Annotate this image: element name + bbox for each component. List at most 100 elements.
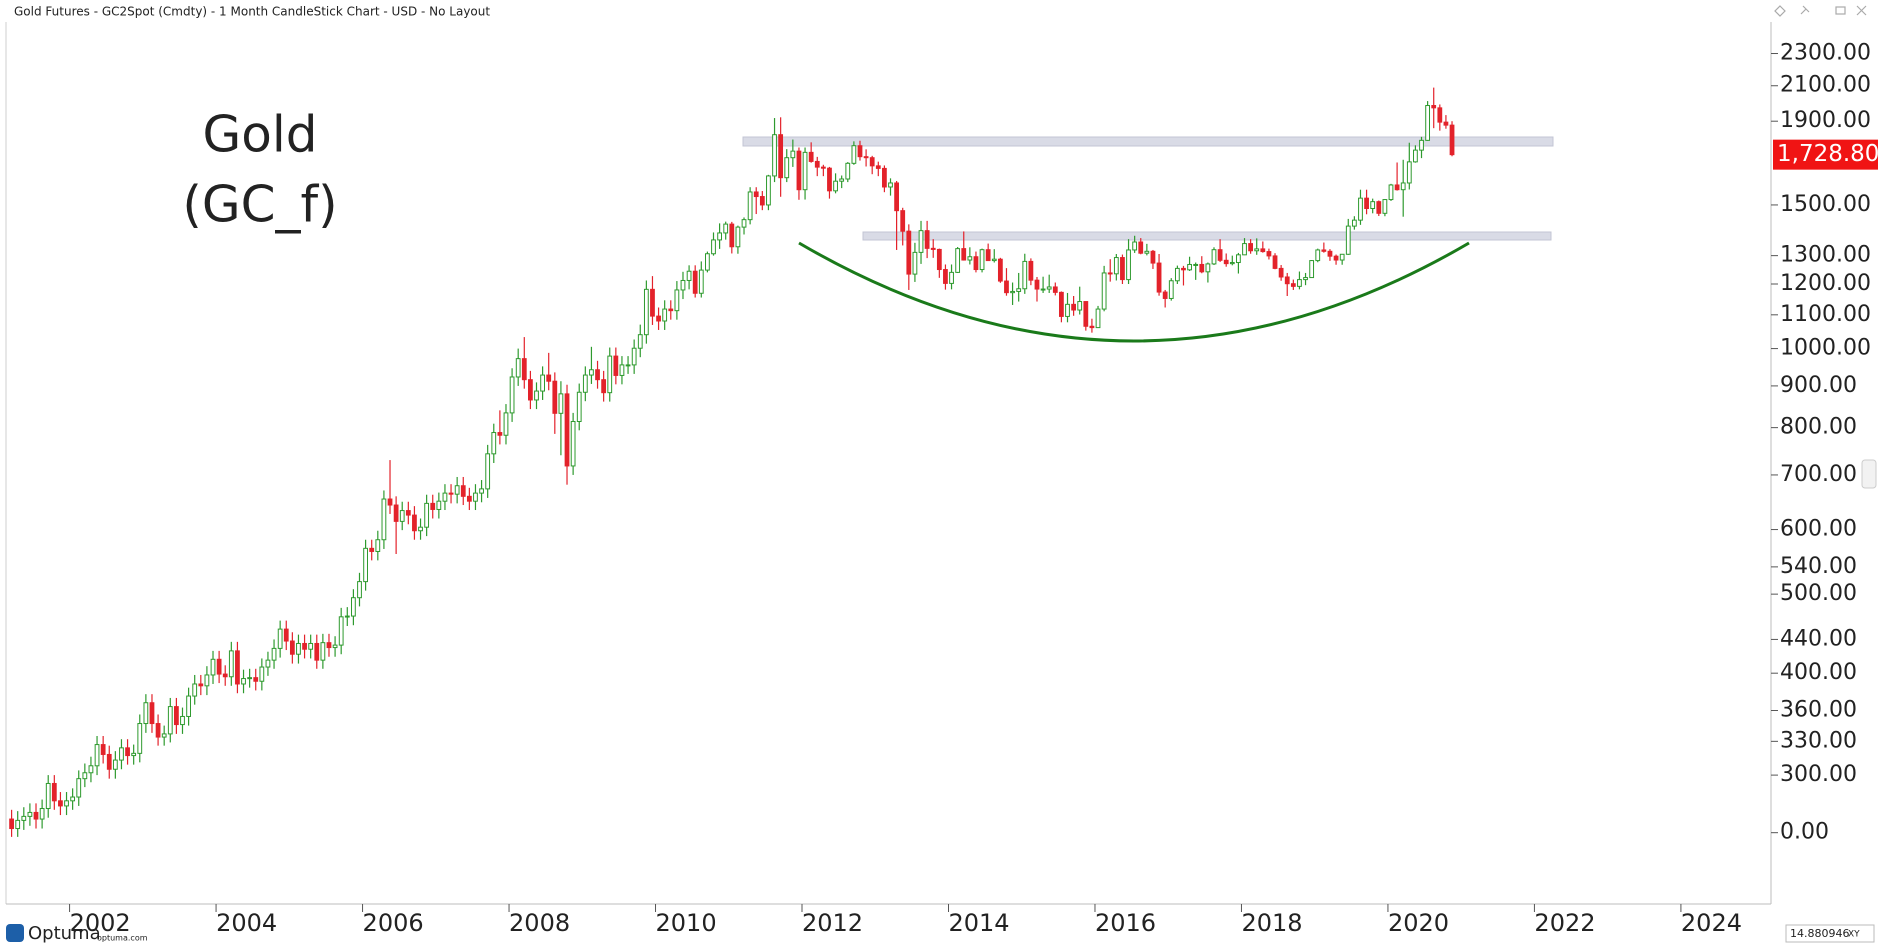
- candle-body: [344, 615, 350, 618]
- candle-body: [39, 808, 45, 820]
- candles: [9, 87, 1455, 837]
- mode-label[interactable]: XY: [1848, 930, 1860, 940]
- candle-body: [589, 369, 594, 376]
- candle-body: [582, 374, 588, 393]
- candle-body: [570, 420, 576, 467]
- candle-body: [900, 210, 906, 232]
- candle-body: [1095, 308, 1101, 329]
- candle-body: [1004, 280, 1009, 294]
- candle-body: [1260, 248, 1266, 253]
- annotation: (GC_f): [182, 176, 337, 234]
- window-controls: [1774, 5, 1867, 17]
- candle-body: [692, 270, 698, 294]
- side-handle[interactable]: [1861, 459, 1877, 489]
- logo: Optuma optuma.com: [6, 923, 148, 944]
- candle-body: [576, 391, 582, 422]
- candle-body: [1425, 105, 1431, 141]
- candle-body: [119, 747, 124, 761]
- y-tick-label: 700.00: [1780, 462, 1857, 487]
- candle-body: [741, 219, 747, 228]
- candle-body: [125, 747, 130, 757]
- candle-body: [985, 249, 991, 262]
- annotations: Gold (GC_f): [182, 106, 337, 234]
- candle-body: [784, 157, 790, 179]
- candle-body: [1290, 283, 1296, 287]
- candle-body: [772, 134, 777, 177]
- candle-body: [424, 502, 430, 528]
- candle-body: [619, 364, 625, 376]
- candle-body: [363, 547, 368, 583]
- candle-body: [393, 504, 399, 522]
- support-band: [862, 231, 1552, 241]
- candle-body: [271, 647, 277, 661]
- candle-body: [466, 495, 472, 502]
- candle-body: [668, 308, 674, 312]
- candle-body: [1351, 219, 1357, 227]
- candle-body: [955, 248, 961, 273]
- candle-body: [112, 759, 118, 770]
- candle-body: [601, 379, 607, 394]
- candle-body: [729, 223, 735, 248]
- candle-body: [1089, 325, 1095, 329]
- candle-body: [33, 811, 39, 820]
- candle-body: [753, 191, 759, 198]
- y-tick-label: 360.00: [1780, 698, 1857, 723]
- x-tick-label: 2016: [1095, 909, 1156, 937]
- candle-body: [430, 502, 436, 510]
- candle-body: [1065, 303, 1070, 317]
- y-tick-label: 800.00: [1780, 415, 1857, 440]
- logo-url: optuma.com: [97, 934, 148, 943]
- candle-body: [412, 514, 417, 532]
- candle-body: [399, 510, 405, 522]
- candle-body: [637, 334, 643, 349]
- candle-body: [662, 308, 668, 322]
- annotation: Gold: [203, 106, 318, 164]
- candle-body: [1187, 263, 1192, 271]
- candle-body: [1400, 182, 1406, 191]
- candle-body: [509, 376, 515, 414]
- candle-body: [381, 498, 387, 541]
- candle-body: [735, 226, 741, 248]
- y-tick-label: 400.00: [1780, 660, 1857, 685]
- candle-body: [100, 744, 106, 755]
- candle-body: [552, 380, 558, 414]
- resistance-band: [742, 136, 1554, 147]
- candle-body: [235, 650, 240, 685]
- x-tick-label: 2010: [656, 909, 717, 937]
- candle-body: [1370, 201, 1376, 210]
- candle-body: [759, 196, 765, 206]
- candle-body: [1211, 249, 1217, 265]
- candle-body: [497, 432, 503, 436]
- candle-body: [515, 358, 521, 378]
- candle-body: [228, 650, 234, 678]
- candle-body: [1413, 149, 1418, 163]
- y-tick-label: 1200.00: [1780, 271, 1871, 296]
- candle-body: [375, 539, 381, 552]
- pin-icon[interactable]: [1800, 5, 1810, 15]
- x-tick-label: 2022: [1534, 909, 1595, 937]
- candle-body: [521, 358, 527, 381]
- candle-body: [1431, 105, 1437, 109]
- close-icon[interactable]: [1856, 5, 1867, 16]
- candle-body: [1229, 262, 1235, 265]
- candle-body: [1059, 291, 1064, 317]
- y-tick-label: 0.00: [1780, 820, 1829, 845]
- candle-body: [259, 666, 265, 682]
- candle-body: [1022, 260, 1028, 290]
- x-tick-label: 2018: [1241, 909, 1302, 937]
- candle-body: [45, 782, 51, 810]
- candle-body: [674, 289, 680, 312]
- candle-body: [558, 393, 564, 414]
- candle-body: [845, 162, 851, 180]
- x-tick-label: 2024: [1681, 909, 1742, 937]
- diamond-icon[interactable]: [1774, 5, 1786, 17]
- candle-body: [198, 683, 204, 687]
- candle-body: [680, 279, 686, 291]
- candle-body: [607, 355, 613, 394]
- candle-body: [308, 642, 314, 650]
- candle-body: [906, 230, 912, 275]
- candle-body: [479, 488, 484, 494]
- restore-icon[interactable]: [1835, 6, 1846, 15]
